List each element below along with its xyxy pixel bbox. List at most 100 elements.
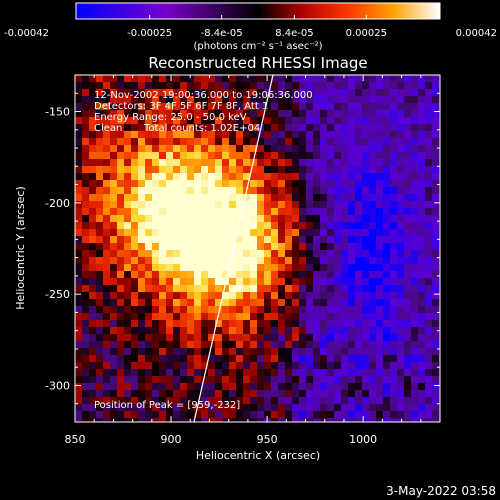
image-pixel (299, 313, 307, 321)
image-pixel (173, 404, 181, 412)
image-pixel (299, 173, 307, 181)
image-pixel (229, 187, 237, 195)
image-pixel (145, 194, 153, 202)
image-pixel (362, 292, 370, 300)
image-pixel (194, 292, 202, 300)
image-pixel (208, 138, 216, 146)
image-pixel (166, 194, 174, 202)
image-pixel (131, 145, 139, 153)
image-pixel (432, 334, 440, 342)
image-pixel (138, 194, 146, 202)
image-pixel (341, 89, 349, 97)
image-pixel (341, 418, 349, 422)
image-pixel (271, 75, 279, 83)
image-pixel (362, 362, 370, 370)
image-pixel (334, 187, 342, 195)
image-pixel (229, 82, 237, 90)
image-pixel (229, 271, 237, 279)
image-pixel (362, 320, 370, 328)
image-pixel (404, 271, 412, 279)
image-pixel (411, 152, 419, 160)
image-pixel (383, 334, 391, 342)
image-pixel (341, 152, 349, 160)
image-pixel (201, 201, 209, 209)
image-pixel (110, 89, 118, 97)
image-pixel (194, 397, 202, 405)
image-pixel (75, 96, 83, 104)
image-pixel (397, 250, 405, 258)
image-pixel (152, 215, 160, 223)
image-pixel (271, 124, 279, 132)
image-pixel (187, 173, 195, 181)
image-pixel (341, 215, 349, 223)
image-pixel (103, 75, 111, 83)
image-pixel (292, 124, 300, 132)
image-pixel (215, 362, 223, 370)
image-pixel (117, 166, 125, 174)
image-pixel (257, 390, 265, 398)
image-pixel (173, 103, 181, 111)
image-pixel (243, 404, 251, 412)
image-pixel (215, 229, 223, 237)
image-pixel (180, 82, 188, 90)
image-pixel (383, 292, 391, 300)
image-pixel (313, 103, 321, 111)
image-pixel (257, 180, 265, 188)
image-pixel (369, 138, 377, 146)
image-pixel (103, 376, 111, 384)
image-pixel (194, 145, 202, 153)
image-pixel (201, 299, 209, 307)
image-pixel (292, 194, 300, 202)
image-pixel (152, 117, 160, 125)
image-pixel (355, 166, 363, 174)
image-pixel (257, 89, 265, 97)
image-pixel (201, 278, 209, 286)
image-pixel (264, 82, 272, 90)
image-pixel (425, 369, 433, 377)
image-pixel (404, 278, 412, 286)
image-pixel (131, 411, 139, 419)
image-pixel (124, 124, 132, 132)
image-pixel (194, 222, 202, 230)
image-pixel (264, 362, 272, 370)
image-pixel (173, 299, 181, 307)
image-pixel (89, 404, 97, 412)
image-pixel (369, 236, 377, 244)
y-axis-ticks: -150-200-250-300 (45, 92, 440, 405)
image-pixel (418, 404, 426, 412)
image-pixel (243, 89, 251, 97)
image-pixel (82, 264, 90, 272)
image-pixel (404, 110, 412, 118)
image-pixel (425, 411, 433, 419)
image-pixel (348, 82, 356, 90)
image-pixel (292, 215, 300, 223)
image-pixel (271, 173, 279, 181)
image-pixel (145, 320, 153, 328)
image-pixel (124, 96, 132, 104)
image-pixel (425, 390, 433, 398)
image-pixel (75, 250, 83, 258)
image-pixel (82, 376, 90, 384)
image-pixel (320, 208, 328, 216)
image-pixel (257, 243, 265, 251)
image-pixel (278, 271, 286, 279)
image-pixel (313, 180, 321, 188)
image-pixel (383, 404, 391, 412)
image-pixel (194, 75, 202, 83)
image-pixel (152, 222, 160, 230)
x-tick-label: 850 (65, 433, 86, 446)
image-pixel (390, 327, 398, 335)
image-pixel (306, 327, 314, 335)
image-pixel (159, 327, 167, 335)
image-pixel (187, 285, 195, 293)
colorbar-units-label: (photons cm⁻² s⁻¹ asec⁻²) (193, 41, 322, 52)
image-pixel (411, 264, 419, 272)
image-pixel (334, 341, 342, 349)
image-pixel (320, 376, 328, 384)
image-pixel (222, 383, 230, 391)
image-pixel (355, 418, 363, 422)
image-pixel (96, 187, 104, 195)
image-pixel (89, 201, 97, 209)
image-pixel (236, 341, 244, 349)
image-pixel (215, 75, 223, 83)
